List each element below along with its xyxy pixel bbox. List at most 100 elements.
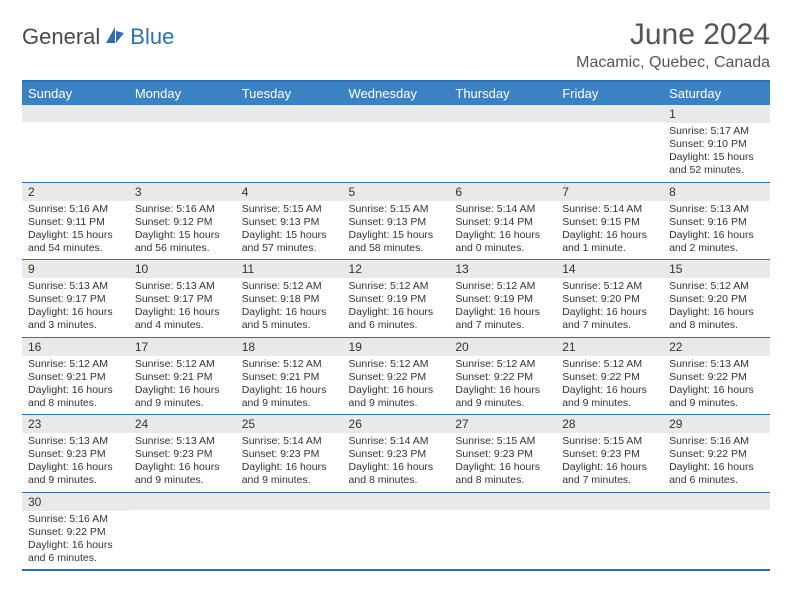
day-body: Sunrise: 5:13 AMSunset: 9:17 PMDaylight:… bbox=[129, 278, 236, 337]
sunset-text: Sunset: 9:13 PM bbox=[242, 216, 337, 229]
sunset-text: Sunset: 9:11 PM bbox=[28, 216, 123, 229]
day-number bbox=[129, 493, 236, 510]
calendar-cell: 13Sunrise: 5:12 AMSunset: 9:19 PMDayligh… bbox=[449, 260, 556, 338]
sunset-text: Sunset: 9:22 PM bbox=[669, 448, 764, 461]
day-body: Sunrise: 5:12 AMSunset: 9:22 PMDaylight:… bbox=[449, 356, 556, 415]
day-number: 16 bbox=[22, 338, 129, 356]
calendar-cell bbox=[236, 105, 343, 182]
sunrise-text: Sunrise: 5:12 AM bbox=[28, 358, 123, 371]
sunrise-text: Sunrise: 5:13 AM bbox=[28, 280, 123, 293]
sunset-text: Sunset: 9:21 PM bbox=[135, 371, 230, 384]
day-body bbox=[449, 122, 556, 162]
daylight-text: Daylight: 15 hours and 57 minutes. bbox=[242, 229, 337, 255]
calendar-cell: 5 Sunrise: 5:15 AMSunset: 9:13 PMDaylight… bbox=[343, 182, 450, 260]
daylight-text: Daylight: 16 hours and 4 minutes. bbox=[135, 306, 230, 332]
day-number: 11 bbox=[236, 260, 343, 278]
daylight-text: Daylight: 16 hours and 9 minutes. bbox=[242, 461, 337, 487]
calendar-week-row: 2Sunrise: 5:16 AMSunset: 9:11 PMDaylight… bbox=[22, 182, 770, 260]
sunrise-text: Sunrise: 5:12 AM bbox=[455, 358, 550, 371]
calendar-week-row: 1Sunrise: 5:17 AMSunset: 9:10 PMDaylight… bbox=[22, 105, 770, 182]
day-number: 27 bbox=[449, 415, 556, 433]
day-number bbox=[343, 493, 450, 510]
day-body bbox=[663, 510, 770, 550]
sunset-text: Sunset: 9:23 PM bbox=[135, 448, 230, 461]
calendar-body: 1Sunrise: 5:17 AMSunset: 9:10 PMDaylight… bbox=[22, 105, 770, 570]
calendar-cell bbox=[449, 105, 556, 182]
daylight-text: Daylight: 16 hours and 8 minutes. bbox=[349, 461, 444, 487]
calendar-cell bbox=[236, 492, 343, 570]
day-header: Sunday bbox=[22, 81, 129, 105]
sunrise-text: Sunrise: 5:16 AM bbox=[28, 203, 123, 216]
daylight-text: Daylight: 16 hours and 9 minutes. bbox=[135, 384, 230, 410]
calendar-cell: 25Sunrise: 5:14 AMSunset: 9:23 PMDayligh… bbox=[236, 415, 343, 493]
calendar-cell: 27Sunrise: 5:15 AMSunset: 9:23 PMDayligh… bbox=[449, 415, 556, 493]
sunrise-text: Sunrise: 5:12 AM bbox=[349, 280, 444, 293]
calendar-cell: 18Sunrise: 5:12 AMSunset: 9:21 PMDayligh… bbox=[236, 337, 343, 415]
day-body: Sunrise: 5:14 AMSunset: 9:23 PMDaylight:… bbox=[236, 433, 343, 492]
daylight-text: Daylight: 16 hours and 6 minutes. bbox=[349, 306, 444, 332]
day-body: Sunrise: 5:12 AMSunset: 9:21 PMDaylight:… bbox=[236, 356, 343, 415]
day-body: Sunrise: 5:13 AMSunset: 9:17 PMDaylight:… bbox=[22, 278, 129, 337]
sunrise-text: Sunrise: 5:14 AM bbox=[349, 435, 444, 448]
calendar-cell: 1Sunrise: 5:17 AMSunset: 9:10 PMDaylight… bbox=[663, 105, 770, 182]
day-number: 28 bbox=[556, 415, 663, 433]
sunrise-text: Sunrise: 5:13 AM bbox=[669, 203, 764, 216]
sunset-text: Sunset: 9:17 PM bbox=[28, 293, 123, 306]
sunrise-text: Sunrise: 5:13 AM bbox=[135, 435, 230, 448]
sunrise-text: Sunrise: 5:12 AM bbox=[135, 358, 230, 371]
calendar-cell: 4Sunrise: 5:15 AMSunset: 9:13 PMDaylight… bbox=[236, 182, 343, 260]
daylight-text: Daylight: 15 hours and 58 minutes. bbox=[349, 229, 444, 255]
day-body: Sunrise: 5:12 AMSunset: 9:21 PMDaylight:… bbox=[22, 356, 129, 415]
day-body: Sunrise: 5:12 AMSunset: 9:22 PMDaylight:… bbox=[343, 356, 450, 415]
day-number bbox=[343, 105, 450, 122]
daylight-text: Daylight: 15 hours and 52 minutes. bbox=[669, 151, 764, 177]
daylight-text: Daylight: 16 hours and 6 minutes. bbox=[28, 539, 123, 565]
day-body bbox=[236, 510, 343, 550]
sunset-text: Sunset: 9:13 PM bbox=[349, 216, 444, 229]
day-body: Sunrise: 5:16 AMSunset: 9:22 PMDaylight:… bbox=[663, 433, 770, 492]
calendar-week-row: 16Sunrise: 5:12 AMSunset: 9:21 PMDayligh… bbox=[22, 337, 770, 415]
sunrise-text: Sunrise: 5:12 AM bbox=[242, 280, 337, 293]
sunrise-text: Sunrise: 5:16 AM bbox=[28, 513, 123, 526]
day-number: 5 bbox=[343, 183, 450, 201]
daylight-text: Daylight: 16 hours and 9 minutes. bbox=[28, 461, 123, 487]
day-body: Sunrise: 5:15 AMSunset: 9:23 PMDaylight:… bbox=[556, 433, 663, 492]
location: Macamic, Quebec, Canada bbox=[576, 54, 770, 72]
calendar-cell: 20Sunrise: 5:12 AMSunset: 9:22 PMDayligh… bbox=[449, 337, 556, 415]
day-number: 12 bbox=[343, 260, 450, 278]
day-number bbox=[556, 105, 663, 122]
day-body bbox=[556, 510, 663, 550]
calendar-cell bbox=[556, 492, 663, 570]
daylight-text: Daylight: 16 hours and 5 minutes. bbox=[242, 306, 337, 332]
day-number: 15 bbox=[663, 260, 770, 278]
day-body: Sunrise: 5:13 AMSunset: 9:23 PMDaylight:… bbox=[22, 433, 129, 492]
day-header: Wednesday bbox=[343, 81, 450, 105]
day-body bbox=[22, 122, 129, 162]
daylight-text: Daylight: 16 hours and 0 minutes. bbox=[455, 229, 550, 255]
calendar-table: Sunday Monday Tuesday Wednesday Thursday… bbox=[22, 80, 770, 571]
title-block: June 2024 Macamic, Quebec, Canada bbox=[576, 18, 770, 72]
day-body bbox=[129, 510, 236, 550]
calendar-week-row: 9Sunrise: 5:13 AMSunset: 9:17 PMDaylight… bbox=[22, 260, 770, 338]
calendar-cell: 9Sunrise: 5:13 AMSunset: 9:17 PMDaylight… bbox=[22, 260, 129, 338]
day-header: Tuesday bbox=[236, 81, 343, 105]
day-header-row: Sunday Monday Tuesday Wednesday Thursday… bbox=[22, 81, 770, 105]
calendar-cell bbox=[343, 492, 450, 570]
day-number: 19 bbox=[343, 338, 450, 356]
sunrise-text: Sunrise: 5:15 AM bbox=[349, 203, 444, 216]
calendar-cell: 6Sunrise: 5:14 AMSunset: 9:14 PMDaylight… bbox=[449, 182, 556, 260]
sunrise-text: Sunrise: 5:13 AM bbox=[669, 358, 764, 371]
calendar-cell: 26Sunrise: 5:14 AMSunset: 9:23 PMDayligh… bbox=[343, 415, 450, 493]
day-body bbox=[343, 122, 450, 162]
sunset-text: Sunset: 9:19 PM bbox=[349, 293, 444, 306]
day-body bbox=[556, 122, 663, 162]
day-number: 14 bbox=[556, 260, 663, 278]
day-number: 1 bbox=[663, 105, 770, 123]
day-body: Sunrise: 5:16 AMSunset: 9:22 PMDaylight:… bbox=[22, 511, 129, 570]
day-number: 17 bbox=[129, 338, 236, 356]
sunset-text: Sunset: 9:16 PM bbox=[669, 216, 764, 229]
sunset-text: Sunset: 9:12 PM bbox=[135, 216, 230, 229]
calendar-cell: 29Sunrise: 5:16 AMSunset: 9:22 PMDayligh… bbox=[663, 415, 770, 493]
sunset-text: Sunset: 9:23 PM bbox=[28, 448, 123, 461]
sunset-text: Sunset: 9:15 PM bbox=[562, 216, 657, 229]
